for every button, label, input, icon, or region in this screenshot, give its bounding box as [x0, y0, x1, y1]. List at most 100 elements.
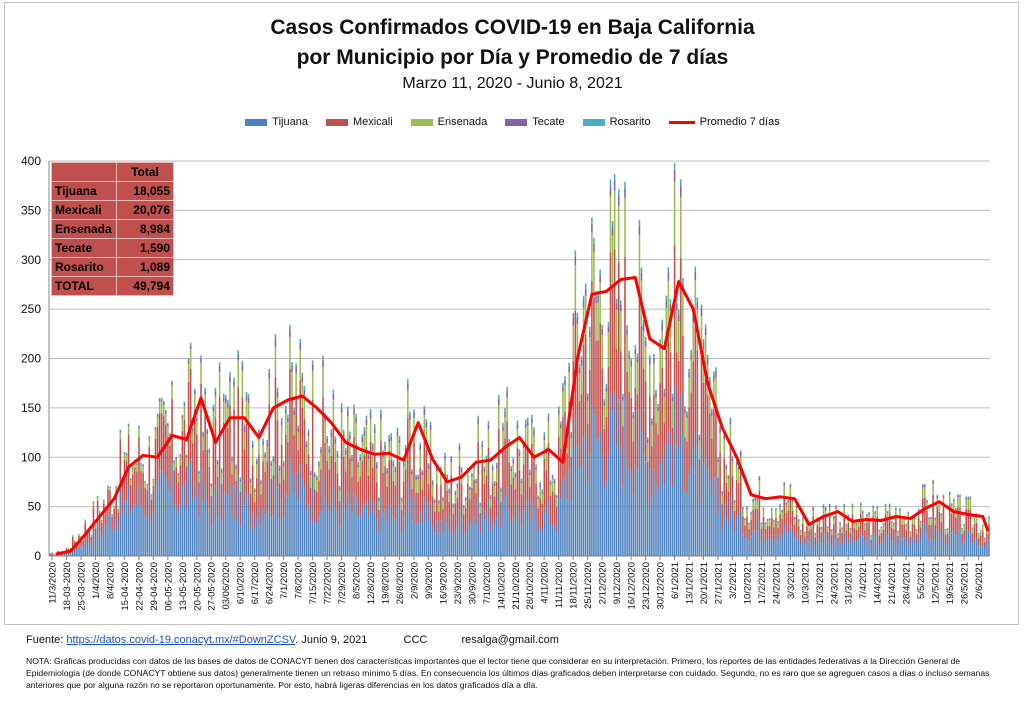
bar-ensenada: [531, 423, 533, 444]
bar-rosarito: [274, 334, 277, 340]
bar-mexicali: [349, 458, 351, 505]
bar-ensenada: [651, 424, 653, 447]
bar-mexicali: [522, 464, 525, 511]
bar-ensenada: [307, 436, 310, 455]
bar-mexicali: [328, 469, 331, 511]
bar-mexicali: [194, 409, 196, 483]
bar-tijuana: [359, 514, 362, 556]
x-tick-label: 3/2/2021: [728, 562, 739, 599]
bar-mexicali: [984, 541, 986, 549]
bar-tecate: [369, 413, 372, 420]
bar-tijuana: [404, 510, 407, 556]
bar-mexicali: [506, 421, 508, 488]
bar-tijuana: [454, 529, 457, 556]
bar-tecate: [307, 432, 310, 437]
bar-tecate: [158, 399, 161, 402]
legend-label: Ensenada: [437, 116, 488, 128]
bar-tijuana: [69, 552, 72, 556]
bar-mexicali: [785, 513, 788, 533]
bar-mexicali: [526, 445, 529, 501]
bar-tijuana: [154, 485, 157, 556]
bar-mexicali: [837, 537, 839, 546]
bar-tijuana: [483, 519, 486, 556]
bar-rosarito: [549, 480, 552, 483]
bar-mexicali: [640, 326, 643, 432]
y-tick-label: 150: [21, 401, 41, 415]
bar-tecate: [913, 518, 916, 520]
bar-tecate: [622, 396, 624, 401]
author-email: resalga@gmail.com: [461, 634, 559, 646]
bar-ensenada: [256, 464, 258, 479]
bar-ensenada: [353, 414, 355, 437]
x-tick-label: 22-04-2020: [134, 562, 145, 611]
bar-mexicali: [442, 508, 444, 533]
bar-mexicali: [636, 394, 639, 470]
bar-tijuana: [744, 538, 746, 556]
bar-rosarito: [797, 519, 800, 521]
bar-ensenada: [771, 510, 773, 518]
bar-mexicali: [961, 533, 963, 544]
bar-mexicali: [917, 517, 920, 535]
bar-ensenada: [111, 514, 113, 517]
bar-ensenada: [442, 500, 444, 509]
bar-tijuana: [467, 519, 469, 556]
totals-value: 8,984: [116, 219, 174, 239]
bar-rosarito: [717, 457, 719, 460]
bar-mexicali: [607, 367, 610, 455]
bar-rosarito: [979, 529, 982, 531]
bar-mexicali: [690, 392, 692, 468]
bar-rosarito: [363, 427, 366, 431]
bar-mexicali: [624, 256, 626, 397]
bar-mexicali: [584, 334, 587, 433]
bar-tijuana: [169, 491, 171, 556]
bar-ensenada: [332, 399, 335, 426]
bar-tecate: [479, 504, 481, 506]
bar-tecate: [979, 530, 982, 532]
bar-tecate: [578, 367, 581, 374]
bar-mexicali: [934, 525, 936, 540]
bar-mexicali: [905, 530, 908, 542]
bar-ensenada: [963, 525, 965, 531]
bar-mexicali: [295, 399, 297, 473]
bar-tijuana: [92, 528, 95, 556]
bar-rosarito: [864, 523, 866, 524]
bar-rosarito: [309, 470, 312, 473]
bar-ensenada: [768, 520, 771, 526]
bar-rosarito: [198, 470, 200, 472]
bar-tecate: [160, 399, 163, 402]
bar-ensenada: [144, 482, 146, 488]
bar-tecate: [454, 492, 457, 495]
bar-rosarito: [440, 466, 442, 470]
bar-tecate: [349, 434, 351, 440]
bar-ensenada: [74, 540, 76, 542]
bar-ensenada: [938, 503, 941, 512]
bar-rosarito: [955, 507, 957, 510]
bar-ensenada: [227, 407, 229, 428]
bar-rosarito: [913, 517, 916, 519]
bar-ensenada: [922, 487, 924, 498]
bar-tijuana: [212, 492, 215, 556]
bar-mexicali: [500, 501, 502, 529]
bar-tecate: [560, 424, 562, 429]
totals-header-row: Total: [51, 162, 174, 182]
bar-mexicali: [611, 286, 614, 412]
bar-rosarito: [185, 454, 188, 456]
bar-mexicali: [626, 371, 628, 458]
bar-mexicali: [53, 554, 55, 556]
bar-rosarito: [907, 511, 910, 513]
bar-tijuana: [696, 444, 699, 556]
bar-mexicali: [665, 349, 668, 444]
bar-rosarito: [489, 495, 492, 497]
bar-rosarito: [303, 385, 306, 390]
bar-tecate: [415, 476, 417, 480]
bar-mexicali: [764, 528, 767, 542]
bar-ensenada: [789, 487, 792, 499]
bar-rosarito: [831, 529, 833, 530]
bar-mexicali: [820, 532, 823, 543]
bar-tijuana: [419, 511, 422, 556]
bar-ensenada: [539, 487, 541, 499]
bar-tijuana: [268, 480, 271, 556]
bar-mexicali: [797, 526, 800, 540]
bar-ensenada: [295, 372, 297, 400]
source-link[interactable]: https://datos.covid-19.conacyt.mx/#DownZ…: [66, 634, 296, 646]
